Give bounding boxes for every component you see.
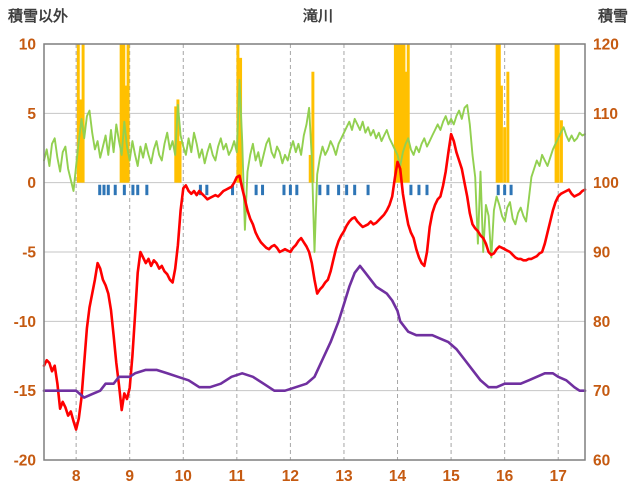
x-axis-tick-label: 10 [175, 468, 192, 485]
x-axis-tick-label: 17 [550, 468, 567, 485]
right-axis-tick-label: 100 [593, 175, 619, 192]
series-orange-bars [76, 44, 563, 183]
left-axis-tick-label: -20 [14, 453, 36, 470]
x-axis-tick-label: 9 [125, 468, 134, 485]
series-purple-line [42, 264, 587, 399]
chart-title: 滝川 [302, 8, 333, 25]
left-axis-tick-label: 5 [27, 106, 36, 123]
left-axis-tick-label: 0 [27, 175, 36, 192]
left-axis-tick-label: -5 [22, 245, 36, 262]
x-axis-tick-label: 8 [72, 468, 81, 485]
x-axis-tick-label: 13 [335, 468, 353, 485]
x-axis-tick-label: 14 [389, 468, 407, 485]
x-axis-tick-label: 16 [496, 468, 514, 485]
x-axis-tick-label: 11 [229, 468, 246, 485]
series-red-line [42, 132, 587, 431]
series-blue-ticks [98, 184, 513, 196]
right-axis-tick-label: 70 [593, 383, 610, 400]
right-axis-title: 積雪 [597, 8, 628, 25]
axis-tick-labels: 10 5 0 -5 -10 -15 -20 120 110 100 90 80 70 60 8 9 10 11 12… [14, 37, 619, 486]
right-axis-tick-label: 60 [593, 453, 610, 470]
right-axis-tick-label: 80 [593, 314, 610, 331]
left-axis-tick-label: -10 [14, 314, 36, 331]
right-axis-tick-label: 90 [593, 245, 610, 262]
plot-border [43, 43, 586, 461]
left-axis-tick-label: 10 [19, 37, 36, 54]
right-axis-tick-label: 110 [593, 106, 618, 123]
x-axis-tick-label: 12 [282, 468, 299, 485]
series-green-line [43, 79, 586, 259]
left-axis-tick-label: -15 [14, 383, 37, 400]
x-axis-tick-label: 15 [442, 468, 460, 485]
left-axis-title: 積雪以外 [8, 8, 69, 25]
right-axis-tick-label: 120 [593, 37, 619, 54]
